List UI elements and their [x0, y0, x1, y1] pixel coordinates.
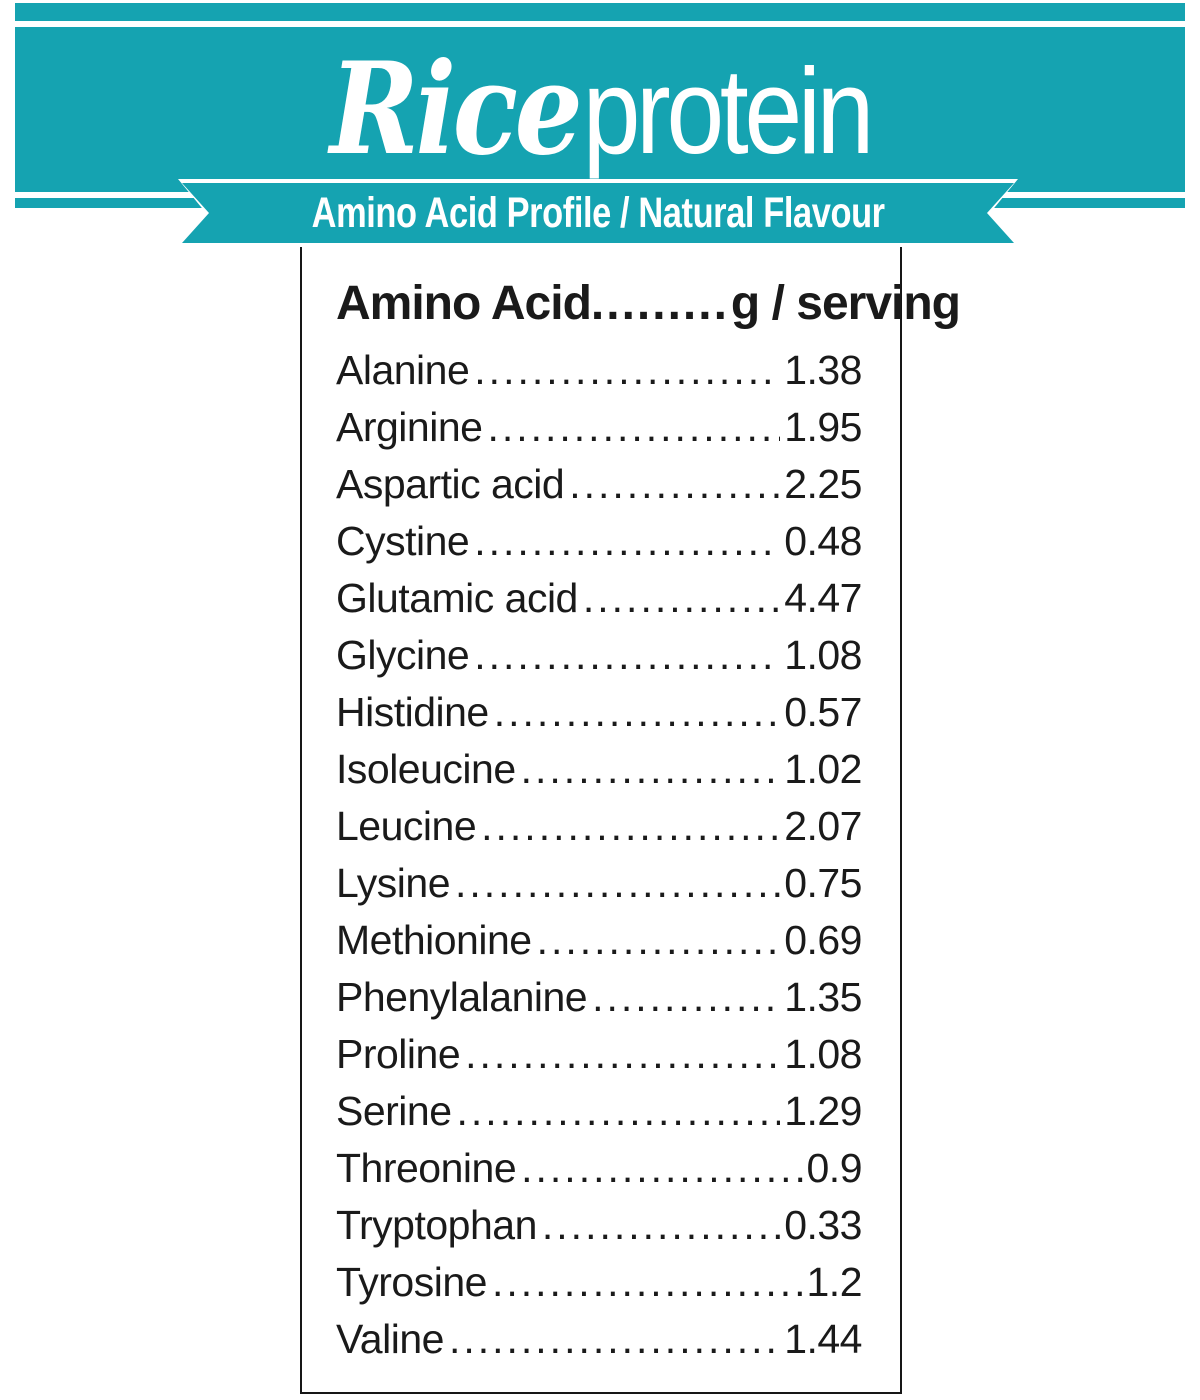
- brand-logo: Riceprotein: [103, 39, 1098, 181]
- ribbon-banner: Amino Acid Profile / Natural Flavour: [178, 179, 1018, 247]
- dot-leader: ........................................…: [592, 974, 780, 1020]
- dot-leader: ........................................…: [493, 689, 781, 735]
- amino-acid-name: Valine: [336, 1316, 444, 1362]
- dot-leader: ........................................…: [582, 575, 780, 621]
- dot-leader: ........................................…: [487, 404, 781, 450]
- amino-acid-value: 1.2: [806, 1259, 863, 1305]
- amino-acid-name: Proline: [336, 1031, 461, 1077]
- amino-acid-name: Serine: [336, 1088, 452, 1134]
- table-header-leader: .........: [590, 277, 729, 330]
- amino-acid-value: 0.75: [784, 860, 862, 906]
- table-header-name: Amino Acid: [336, 277, 592, 330]
- amino-acid-name: Arginine: [336, 404, 483, 450]
- table-row: Aspartic acid...........................…: [336, 456, 862, 513]
- amino-acid-table: Alanine.................................…: [336, 342, 862, 1368]
- ribbon-title: Amino Acid Profile / Natural Flavour: [311, 188, 885, 237]
- dot-leader: ........................................…: [541, 1202, 780, 1248]
- dot-leader: ........................................…: [569, 461, 780, 507]
- amino-acid-value: 2.25: [784, 461, 862, 507]
- table-row: Threonine...............................…: [336, 1140, 862, 1197]
- amino-acid-value: 0.69: [784, 917, 862, 963]
- table-row: Alanine.................................…: [336, 342, 862, 399]
- logo-script-rice: Rice: [329, 35, 583, 183]
- amino-acid-value: 0.33: [784, 1202, 862, 1248]
- amino-acid-value: 4.47: [784, 575, 862, 621]
- amino-acid-name: Leucine: [336, 803, 477, 849]
- amino-acid-name: Aspartic acid: [336, 461, 565, 507]
- dot-leader: ........................................…: [491, 1259, 803, 1305]
- amino-acid-name: Histidine: [336, 689, 489, 735]
- amino-acid-name: Cystine: [336, 518, 470, 564]
- table-row: Phenylalanine...........................…: [336, 969, 862, 1026]
- amino-acid-value: 1.08: [784, 632, 862, 678]
- dot-leader: ........................................…: [474, 518, 781, 564]
- dot-leader: ........................................…: [456, 1088, 781, 1134]
- table-row: Arginine................................…: [336, 399, 862, 456]
- dot-leader: ........................................…: [474, 632, 781, 678]
- dot-leader: ........................................…: [536, 917, 781, 963]
- table-row: Leucine.................................…: [336, 798, 862, 855]
- amino-acid-name: Tryptophan: [336, 1202, 537, 1248]
- amino-acid-name: Threonine: [336, 1145, 517, 1191]
- table-row: Proline.................................…: [336, 1026, 862, 1083]
- table-row: Histidine...............................…: [336, 684, 862, 741]
- dot-leader: ........................................…: [481, 803, 781, 849]
- amino-acid-name: Tyrosine: [336, 1259, 487, 1305]
- dot-leader: ........................................…: [521, 1145, 802, 1191]
- amino-acid-name: Alanine: [336, 347, 470, 393]
- amino-acid-value: 1.95: [784, 404, 862, 450]
- table-row: Valine..................................…: [336, 1311, 862, 1368]
- table-row: Tryptophan..............................…: [336, 1197, 862, 1254]
- amino-acid-name: Lysine: [336, 860, 451, 906]
- amino-acid-value: 2.07: [784, 803, 862, 849]
- amino-acid-value: 1.02: [784, 746, 862, 792]
- table-header-unit-group: .........g / serving: [590, 272, 961, 336]
- amino-acid-panel: Amino Acid .........g / serving Alanine.…: [300, 244, 961, 1394]
- table-row: Tyrosine................................…: [336, 1254, 862, 1311]
- table-row: Glycine.................................…: [336, 627, 862, 684]
- table-row: Serine..................................…: [336, 1083, 862, 1140]
- ribbon-inner: Amino Acid Profile / Natural Flavour: [182, 183, 1014, 243]
- table-row: Isoleucine..............................…: [336, 741, 862, 798]
- dot-leader: ........................................…: [465, 1031, 781, 1077]
- dot-leader: ........................................…: [474, 347, 781, 393]
- amino-acid-value: 1.35: [784, 974, 862, 1020]
- amino-acid-name: Methionine: [336, 917, 532, 963]
- table-row: Cystine.................................…: [336, 513, 862, 570]
- amino-acid-name: Isoleucine: [336, 746, 516, 792]
- dot-leader: ........................................…: [520, 746, 781, 792]
- amino-acid-value: 0.48: [784, 518, 862, 564]
- amino-acid-name: Glutamic acid: [336, 575, 578, 621]
- amino-acid-name: Phenylalanine: [336, 974, 588, 1020]
- band-stripe-top: [15, 21, 1185, 27]
- amino-acid-value: 1.08: [784, 1031, 862, 1077]
- amino-acid-name: Glycine: [336, 632, 470, 678]
- amino-acid-value: 1.38: [784, 347, 862, 393]
- table-header-unit: g / serving: [730, 277, 961, 330]
- amino-acid-value: 1.29: [784, 1088, 862, 1134]
- amino-acid-value: 0.57: [784, 689, 862, 735]
- amino-acid-value: 0.9: [806, 1145, 863, 1191]
- amino-acid-value: 1.44: [784, 1316, 862, 1362]
- table-row: Methionine..............................…: [336, 912, 862, 969]
- table-header: Amino Acid .........g / serving: [336, 272, 961, 336]
- header-band: Riceprotein: [15, 3, 1185, 208]
- logo-text-protein: protein: [582, 43, 875, 179]
- dot-leader: ........................................…: [448, 1316, 780, 1362]
- table-row: Lysine..................................…: [336, 855, 862, 912]
- dot-leader: ........................................…: [455, 860, 780, 906]
- table-row: Glutamic acid...........................…: [336, 570, 862, 627]
